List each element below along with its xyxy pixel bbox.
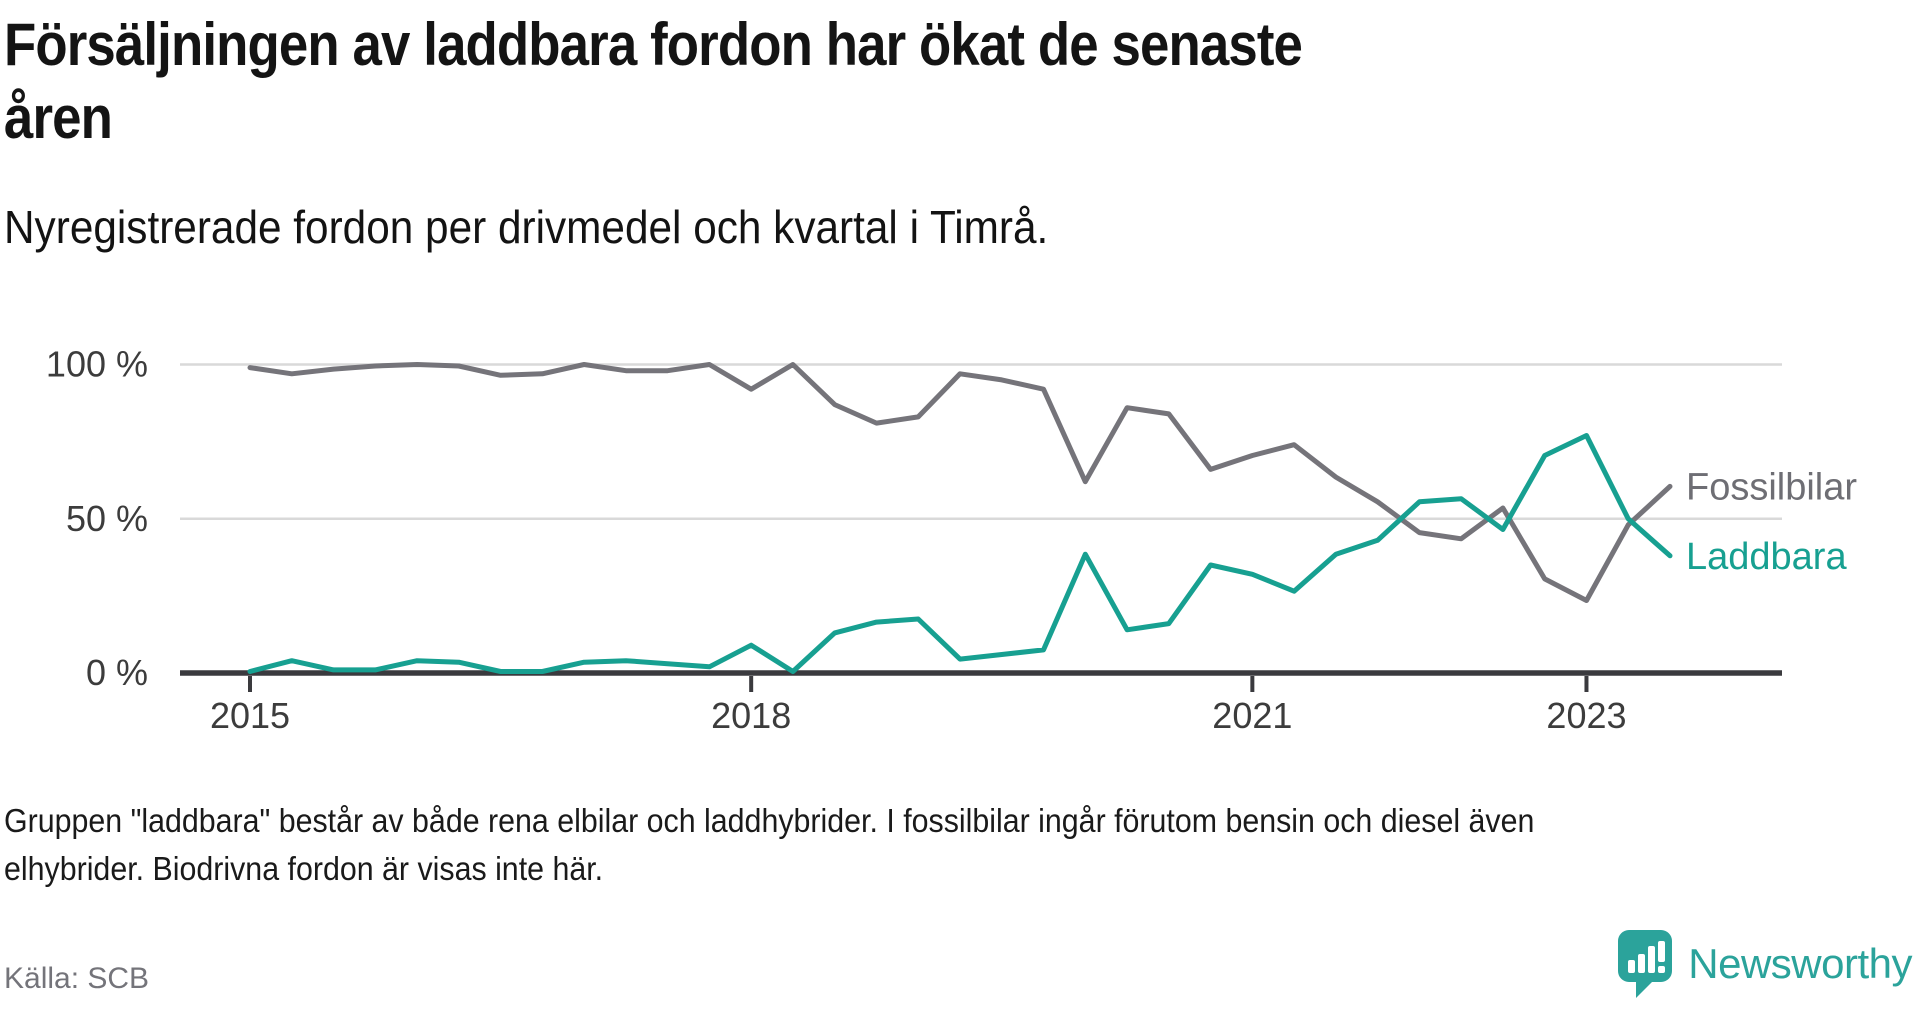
footnote-line-1: Gruppen "laddbara" består av både rena e…: [4, 802, 1535, 839]
line-laddbara: [247, 433, 1673, 674]
newsworthy-logo: Newsworthy: [1618, 930, 1912, 998]
title-line-1: Försäljningen av laddbara fordon har öka…: [4, 11, 1303, 78]
chart-footnote: Gruppen "laddbara" består av både rena e…: [4, 797, 1534, 893]
x-tick-label-2015: 2015: [210, 695, 290, 736]
legend-label-laddbara: Laddbara: [1686, 536, 1847, 578]
y-tick-label-0: 0 %: [86, 652, 148, 693]
page-title: Försäljningen av laddbara fordon har öka…: [4, 8, 1303, 154]
x-tick-label-2021: 2021: [1212, 695, 1292, 736]
x-tick-label-2023: 2023: [1546, 695, 1626, 736]
y-tick-label-100: 100 %: [46, 344, 148, 385]
line-fossilbilar: [247, 362, 1673, 603]
y-tick-label-50: 50 %: [66, 498, 148, 539]
title-line-2: åren: [4, 84, 113, 151]
legend-label-fossilbilar: Fossilbilar: [1686, 466, 1857, 508]
newsworthy-logo-text: Newsworthy: [1688, 940, 1912, 987]
x-tick-label-2018: 2018: [711, 695, 791, 736]
footnote-line-2: elhybrider. Biodrivna fordon är visas in…: [4, 850, 604, 887]
line-chart: 0 % 50 % 100 % 2015 2018 2021 2023 Fossilbilar L…: [46, 344, 1857, 737]
source-label: Källa: SCB: [4, 962, 150, 995]
chart-subtitle: Nyregistrerade fordon per drivmedel och …: [4, 201, 1049, 253]
newsworthy-speech-bubble-chart-icon: [1618, 930, 1673, 998]
